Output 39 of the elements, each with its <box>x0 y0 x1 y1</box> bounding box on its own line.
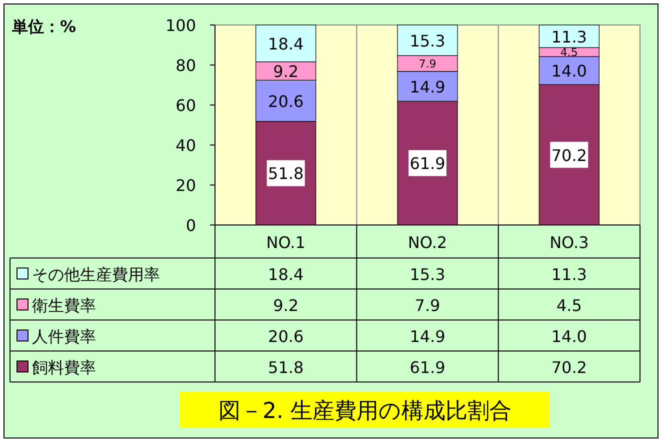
data-label: 20.6 <box>268 327 304 346</box>
text: 70.2 <box>551 146 587 165</box>
text: 14.9 <box>410 77 446 96</box>
data-label: 4.5 <box>556 296 582 315</box>
x-tick-label: NO.2 <box>408 233 448 252</box>
text: 51.8 <box>268 164 304 184</box>
data-label: 7.9 <box>414 296 440 315</box>
text: 61.9 <box>410 154 446 174</box>
y-tick-label: 20 <box>176 176 196 195</box>
text: 18.4 <box>268 34 304 54</box>
text: 7.9 <box>418 58 436 70</box>
text: 9.2 <box>273 62 299 81</box>
legend-label: 衛生費率 <box>32 296 96 315</box>
text: 4.5 <box>560 46 578 60</box>
y-tick-label: 100 <box>165 16 196 35</box>
text: 20.6 <box>268 92 304 111</box>
legend-label: 人件費率 <box>32 327 96 346</box>
text: 11.3 <box>551 27 587 46</box>
data-label: 70.2 <box>551 358 587 377</box>
y-tick-label: 60 <box>176 96 196 115</box>
data-label: 14.9 <box>410 327 446 346</box>
text: 単位：% <box>11 17 76 36</box>
data-label: 14.0 <box>551 327 587 346</box>
data-label: 51.8 <box>268 358 304 377</box>
y-tick-label: 0 <box>186 216 196 235</box>
text: 14.0 <box>551 62 587 81</box>
data-label: 11.3 <box>551 265 587 284</box>
data-label: 18.4 <box>268 265 304 284</box>
legend-label: 飼料費率 <box>32 358 96 377</box>
text: 図－2. 生産費用の構成比割合 <box>218 399 512 424</box>
legend-label: その他生産費用率 <box>32 265 160 284</box>
data-label: 15.3 <box>410 265 446 284</box>
data-label: 61.9 <box>410 358 446 377</box>
x-tick-label: NO.1 <box>266 233 306 252</box>
y-tick-label: 40 <box>176 136 196 155</box>
x-tick-label: NO.3 <box>550 233 589 252</box>
y-tick-label: 80 <box>176 56 196 75</box>
data-label: 9.2 <box>273 296 299 315</box>
text: 15.3 <box>410 31 446 50</box>
